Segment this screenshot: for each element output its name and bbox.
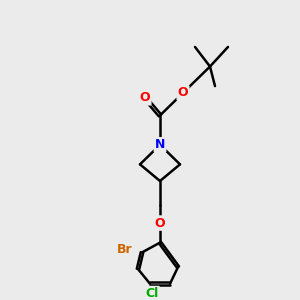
Text: Cl: Cl <box>146 287 159 300</box>
Text: N: N <box>155 138 165 151</box>
Text: Br: Br <box>117 243 133 256</box>
Text: O: O <box>178 86 188 99</box>
Text: O: O <box>140 91 150 104</box>
Text: O: O <box>155 217 165 230</box>
